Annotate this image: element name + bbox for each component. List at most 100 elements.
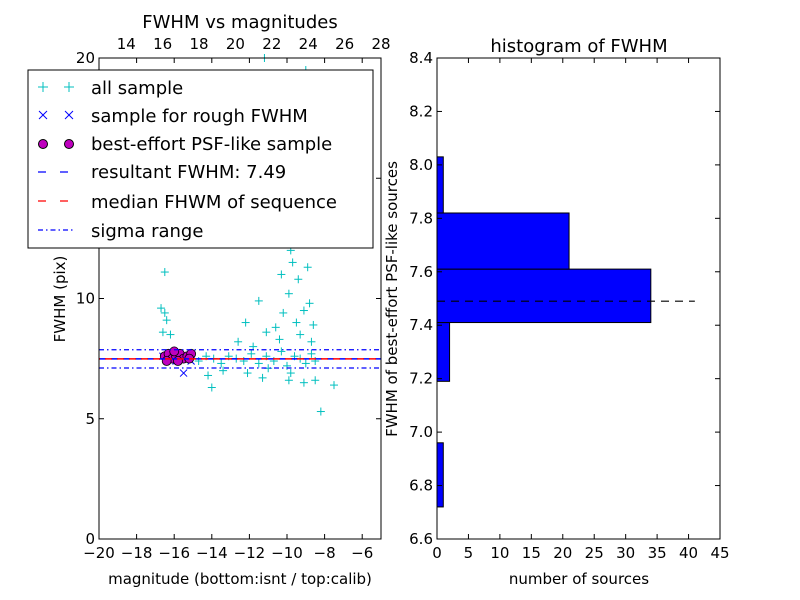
all-sample-point <box>330 381 338 390</box>
scatter-y-tick-label: 20 <box>76 49 95 67</box>
all-sample-point <box>309 320 318 329</box>
histogram-x-tick-label: 10 <box>490 544 509 562</box>
histogram-x-tick-label: 5 <box>464 544 474 562</box>
legend-label-resultant-fwhm: resultant FWHM: 7.49 <box>91 162 286 183</box>
legend-entry-sigma-range: sigma range <box>38 221 203 242</box>
scatter-top-x-tick-label: 26 <box>335 35 354 53</box>
all-sample-point <box>275 335 284 344</box>
all-sample-point <box>217 359 226 368</box>
legend-entry-psf-sample: best-effort PSF-like sample <box>38 134 332 155</box>
all-sample-point <box>299 378 308 387</box>
histogram-x-tick-label: 45 <box>710 544 729 562</box>
all-sample-point <box>234 337 243 346</box>
histogram-x-tick-label: 35 <box>648 544 667 562</box>
all-sample-point <box>160 308 169 317</box>
histogram-bar <box>436 322 451 382</box>
scatter-legend: all sample sample for rough FWHM best-ef… <box>27 69 374 249</box>
all-sample-point <box>305 299 314 308</box>
all-sample-point <box>279 308 288 317</box>
histogram-bar <box>436 212 570 270</box>
legend-entry-median-fwhm: median FHWM of sequence <box>38 192 337 213</box>
psf-sample-point <box>173 356 183 366</box>
legend-plus-icon <box>38 82 74 92</box>
scatter-x-tick-label: −14 <box>196 544 228 562</box>
all-sample-point <box>241 318 250 327</box>
scatter-x-tick-label: −10 <box>271 544 303 562</box>
all-sample-point <box>258 373 267 382</box>
scatter-top-x-tick-label: 22 <box>262 35 281 53</box>
histogram-y-tick-label: 7.4 <box>409 316 433 334</box>
legend-entry-resultant-fwhm: resultant FWHM: 7.49 <box>38 162 286 183</box>
scatter-x-tick-label: −18 <box>121 544 153 562</box>
scatter-axes: −20 −18 −16 −14 −12 −10 −8 −6 14 16 18 20 22 24 26 28 0 5… <box>76 35 391 562</box>
scatter-x-tick-label: −8 <box>314 544 336 562</box>
all-sample-point <box>162 316 171 325</box>
all-sample-point <box>262 328 271 337</box>
legend-frame <box>27 69 374 249</box>
all-sample-point <box>277 347 286 356</box>
all-sample-point <box>254 359 263 368</box>
histogram-x-axis-label: number of sources <box>509 570 649 588</box>
legend-label-all-sample: all sample <box>91 78 183 99</box>
histogram-y-tick-label: 6.6 <box>409 530 433 548</box>
all-sample-point <box>284 289 293 298</box>
histogram-y-tick-label: 7.8 <box>409 209 433 227</box>
all-sample-point <box>301 359 310 368</box>
all-sample-point <box>296 330 305 339</box>
all-sample-point <box>166 330 175 339</box>
all-sample-point <box>207 383 216 392</box>
scatter-top-x-tick-label: 20 <box>226 35 245 53</box>
all-sample-point <box>219 366 228 375</box>
scatter-top-x-tick-label: 18 <box>190 35 209 53</box>
all-sample-point <box>247 349 256 358</box>
all-sample-point <box>277 270 286 279</box>
scatter-y-axis-label: FWHM (pix) <box>51 256 69 343</box>
histogram-y-tick-label: 7.6 <box>409 263 433 281</box>
histogram-x-tick-label: 20 <box>553 544 572 562</box>
all-sample-point <box>294 275 303 284</box>
legend-cross-icon <box>38 110 74 120</box>
legend-label-rough-sample: sample for rough FWHM <box>91 106 308 127</box>
all-sample-point <box>158 328 167 337</box>
all-sample-point <box>160 268 169 277</box>
histogram-y-tick-label: 8.4 <box>409 49 433 67</box>
histogram-x-tick-label: 25 <box>585 544 604 562</box>
histogram-y-tick-label: 7.2 <box>409 370 433 388</box>
histogram-panel: histogram of FWHM number of sources FWHM… <box>383 36 730 588</box>
all-sample-point <box>299 306 308 315</box>
scatter-top-x-tick-label: 16 <box>153 35 172 53</box>
legend-entry-all-sample: all sample <box>38 78 183 99</box>
histogram-y-tick-label: 7.0 <box>409 423 433 441</box>
scatter-y-tick-label: 5 <box>85 410 95 428</box>
all-sample-point <box>157 304 166 313</box>
all-sample-point <box>307 349 316 358</box>
scatter-top-x-tick-label: 28 <box>371 35 390 53</box>
histogram-y-tick-label: 8.0 <box>409 156 433 174</box>
scatter-x-axis-label: magnitude (bottom:isnt / top:calib) <box>108 570 372 588</box>
histogram-x-tick-label: 0 <box>432 544 442 562</box>
scatter-x-tick-label: −6 <box>351 544 373 562</box>
histogram-x-tick-label: 40 <box>679 544 698 562</box>
scatter-x-tick-label: −20 <box>83 544 115 562</box>
psf-sample-point <box>169 346 180 357</box>
all-sample-point <box>284 376 293 385</box>
scatter-x-tick-label: −12 <box>234 544 266 562</box>
all-sample-point <box>254 296 263 305</box>
scatter-y-tick-label: 10 <box>76 290 95 308</box>
legend-label-median-fwhm: median FHWM of sequence <box>91 192 337 213</box>
scatter-x-tick-label: −16 <box>158 544 190 562</box>
scatter-top-x-tick-label: 14 <box>117 35 136 53</box>
all-sample-point <box>271 323 280 332</box>
histogram-axes: 0 5 10 15 20 25 30 35 40 45 6.6 6.8 7.0 7.2 7.4 7.6 7.8 8… <box>409 49 729 562</box>
scatter-top-x-tick-label: 24 <box>299 35 318 53</box>
histogram-y-axis-label: FWHM of best-effort PSF-like sources <box>383 161 401 437</box>
all-sample-point <box>316 407 325 416</box>
all-sample-point <box>311 376 320 385</box>
all-sample-point <box>303 263 312 272</box>
all-sample-point <box>307 337 316 346</box>
all-sample-point <box>288 258 297 267</box>
all-sample-point <box>292 318 301 327</box>
histogram-frame <box>436 57 721 540</box>
